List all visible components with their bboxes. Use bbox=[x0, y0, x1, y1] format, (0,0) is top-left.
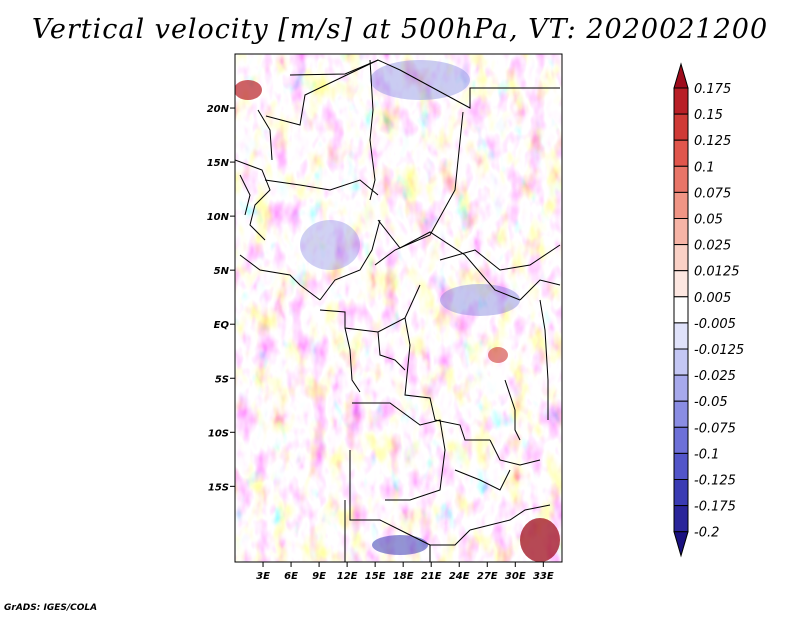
colorbar-label: -0.1 bbox=[694, 447, 719, 462]
colorbar-label: 0.0125 bbox=[694, 265, 740, 280]
colorbar-label: 0.075 bbox=[694, 186, 731, 201]
colorbar-swatch bbox=[673, 426, 689, 454]
colorbar-swatch bbox=[673, 322, 689, 350]
colorbar-label: -0.075 bbox=[694, 421, 736, 436]
colorbar-swatch bbox=[673, 479, 689, 507]
x-tick-label: 33E bbox=[533, 571, 554, 582]
colorbar-label: 0.125 bbox=[694, 134, 731, 149]
colorbar-swatch bbox=[673, 348, 689, 376]
colorbar-swatch bbox=[673, 296, 689, 324]
x-tick-label: 21E bbox=[421, 571, 442, 582]
y-tick-label: 5S bbox=[215, 374, 229, 385]
colorbar-swatch bbox=[673, 400, 689, 428]
velocity-field bbox=[235, 54, 562, 562]
x-tick-label: 9E bbox=[312, 571, 326, 582]
colorbar-label: -0.025 bbox=[694, 369, 736, 384]
y-tick-label: 10N bbox=[207, 212, 230, 223]
colorbar-swatch bbox=[673, 531, 689, 558]
colorbar-label: 0.05 bbox=[694, 213, 723, 228]
y-tick-label: 15S bbox=[208, 482, 229, 493]
country-borders bbox=[235, 59, 561, 562]
colorbar-swatch bbox=[673, 87, 689, 115]
chart-title: Vertical velocity [m/s] at 500hPa, VT: 2… bbox=[31, 14, 769, 45]
y-tick-label: 10S bbox=[208, 428, 229, 439]
y-tick-label: 20N bbox=[207, 104, 230, 115]
colorbar-label: -0.0125 bbox=[694, 343, 744, 358]
x-tick-label: 6E bbox=[284, 571, 298, 582]
y-tick-label: EQ bbox=[214, 320, 230, 331]
x-tick-label: 24E bbox=[449, 571, 470, 582]
colorbar-swatch bbox=[673, 139, 689, 167]
colorbar-label: 0.1 bbox=[694, 160, 715, 175]
colorbar-label: 0.175 bbox=[694, 82, 731, 97]
x-tick-label: 3E bbox=[256, 571, 270, 582]
colorbar-label: 0.15 bbox=[694, 108, 723, 123]
colorbar-swatch bbox=[673, 218, 689, 246]
x-axis: 3E 6E 9E 12E 15E 18E 21E 24E 27E 30E 33E bbox=[256, 562, 554, 582]
colorbar-label: 0.025 bbox=[694, 239, 731, 254]
x-tick-label: 15E bbox=[365, 571, 386, 582]
colorbar-swatch bbox=[673, 62, 689, 89]
colorbar-label: -0.005 bbox=[694, 317, 736, 332]
colorbar-label: -0.2 bbox=[694, 526, 719, 541]
y-axis: 20N 15N 10N 5N EQ 5S 10S 15S bbox=[207, 104, 235, 493]
x-tick-label: 12E bbox=[337, 571, 358, 582]
colorbar-label: 0.005 bbox=[694, 291, 731, 306]
colorbar-swatch bbox=[673, 270, 689, 298]
colorbar-label: -0.05 bbox=[694, 395, 728, 410]
credit-text: GrADS: IGES/COLA bbox=[4, 603, 98, 613]
colorbar-swatch bbox=[673, 113, 689, 141]
x-tick-label: 30E bbox=[505, 571, 526, 582]
colorbar-swatch bbox=[673, 505, 689, 533]
colorbar-label: -0.125 bbox=[694, 474, 736, 489]
colorbar-swatch bbox=[673, 244, 689, 272]
colorbar-swatch bbox=[673, 165, 689, 193]
x-tick-label: 27E bbox=[477, 571, 498, 582]
y-tick-label: 5N bbox=[214, 266, 230, 277]
map-frame bbox=[234, 53, 563, 563]
colorbar-swatch bbox=[673, 374, 689, 402]
colorbar-swatch bbox=[673, 452, 689, 480]
colorbar-swatch bbox=[673, 191, 689, 219]
y-tick-label: 15N bbox=[207, 158, 230, 169]
x-tick-label: 18E bbox=[393, 571, 414, 582]
colorbar: 0.175 0.15 0.125 0.1 0.075 0.05 0.025 0.0125 0.0… bbox=[673, 62, 744, 558]
colorbar-label: -0.175 bbox=[694, 500, 736, 515]
